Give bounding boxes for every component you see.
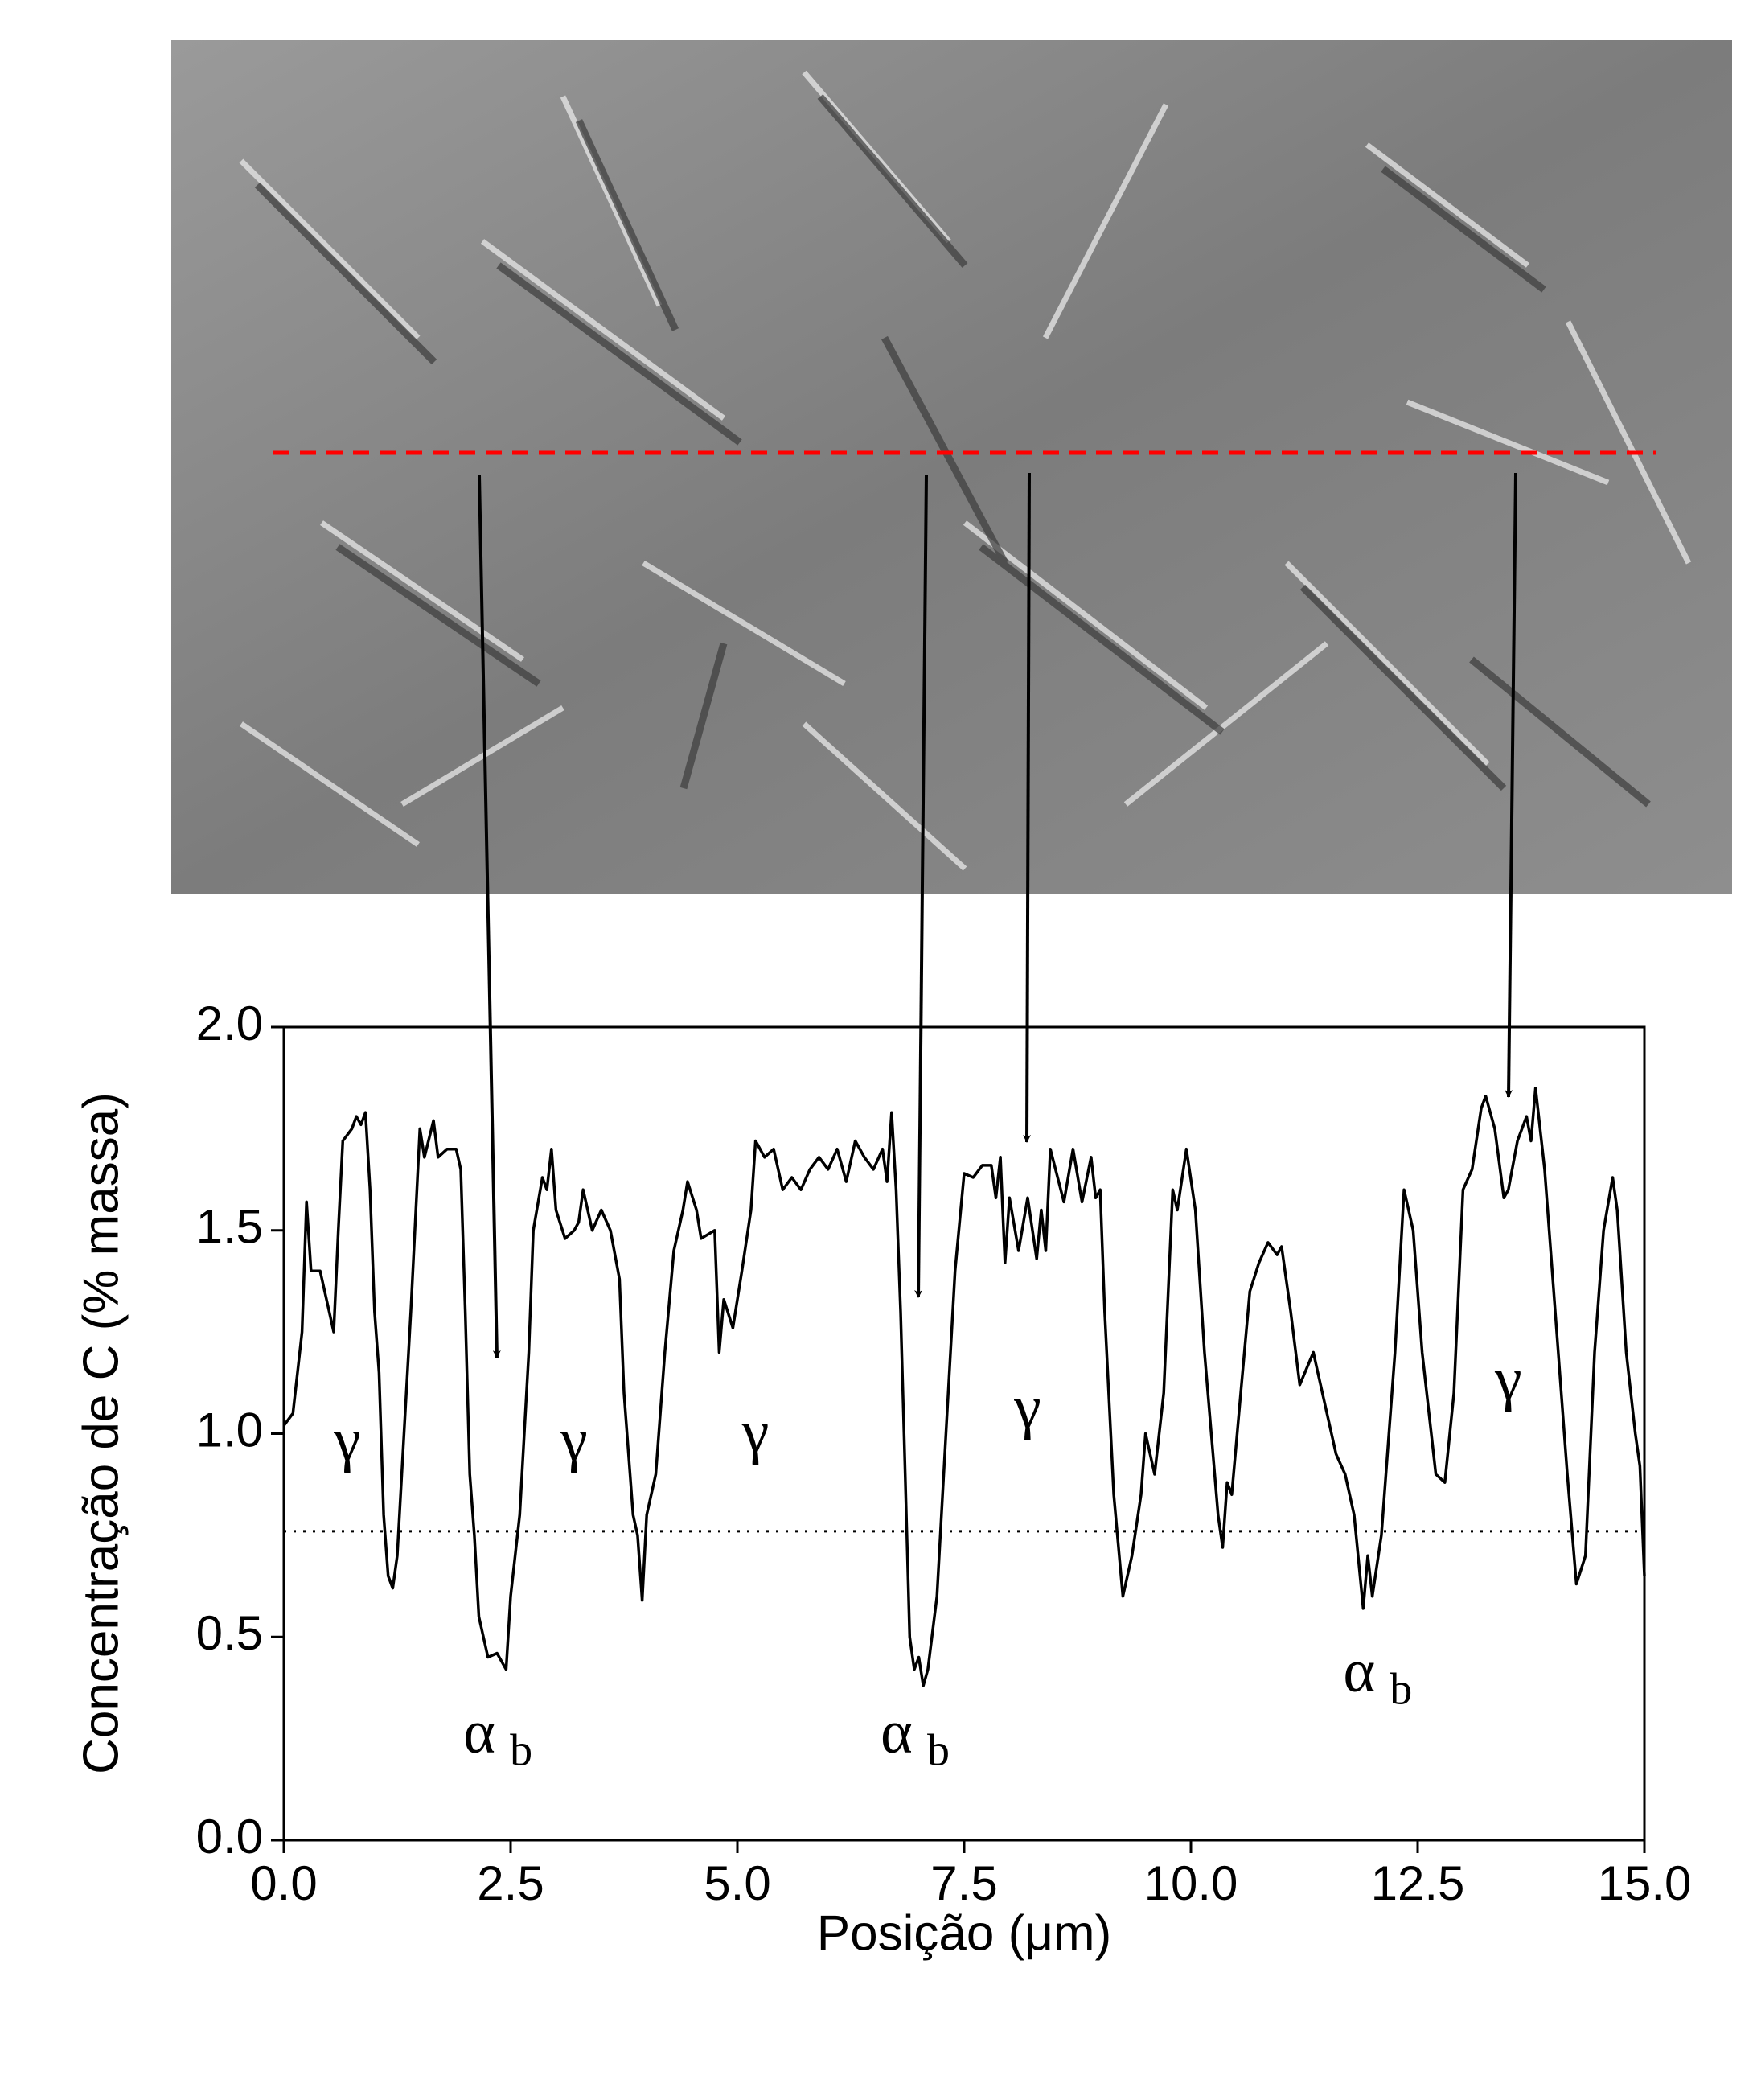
annotation: γ (333, 1406, 361, 1473)
annotation: α (463, 1699, 495, 1766)
micrograph (171, 40, 1732, 894)
annotation: α (881, 1699, 913, 1766)
y-axis-label: Concentração de C (% massa) (73, 1092, 129, 1774)
x-tick-label: 10.0 (1144, 1856, 1238, 1910)
y-tick-label: 1.0 (196, 1403, 263, 1457)
y-tick-label: 0.5 (196, 1606, 263, 1660)
annotation-subscript: b (927, 1725, 950, 1775)
x-tick-label: 2.5 (477, 1856, 544, 1910)
x-tick-label: 15.0 (1598, 1856, 1692, 1910)
x-tick-label: 5.0 (704, 1856, 770, 1910)
annotation-subscript: b (510, 1725, 532, 1775)
y-tick-label: 1.5 (196, 1200, 263, 1254)
annotation-subscript: b (1390, 1665, 1412, 1715)
x-tick-label: 0.0 (250, 1856, 317, 1910)
data-line (282, 1087, 1646, 1687)
annotation: γ (1494, 1345, 1522, 1412)
plot-frame (282, 1025, 1646, 1842)
y-tick-label: 2.0 (196, 997, 263, 1050)
x-axis-label: Posição (μm) (817, 1905, 1111, 1961)
annotation: γ (560, 1406, 588, 1473)
annotation: γ (1013, 1374, 1041, 1441)
arrows (478, 472, 1517, 1358)
annotation: γ (741, 1398, 770, 1465)
x-tick-label: 7.5 (930, 1856, 997, 1910)
annotation: α (1343, 1638, 1375, 1705)
y-tick-label: 0.0 (196, 1810, 263, 1864)
x-tick-label: 12.5 (1371, 1856, 1465, 1910)
